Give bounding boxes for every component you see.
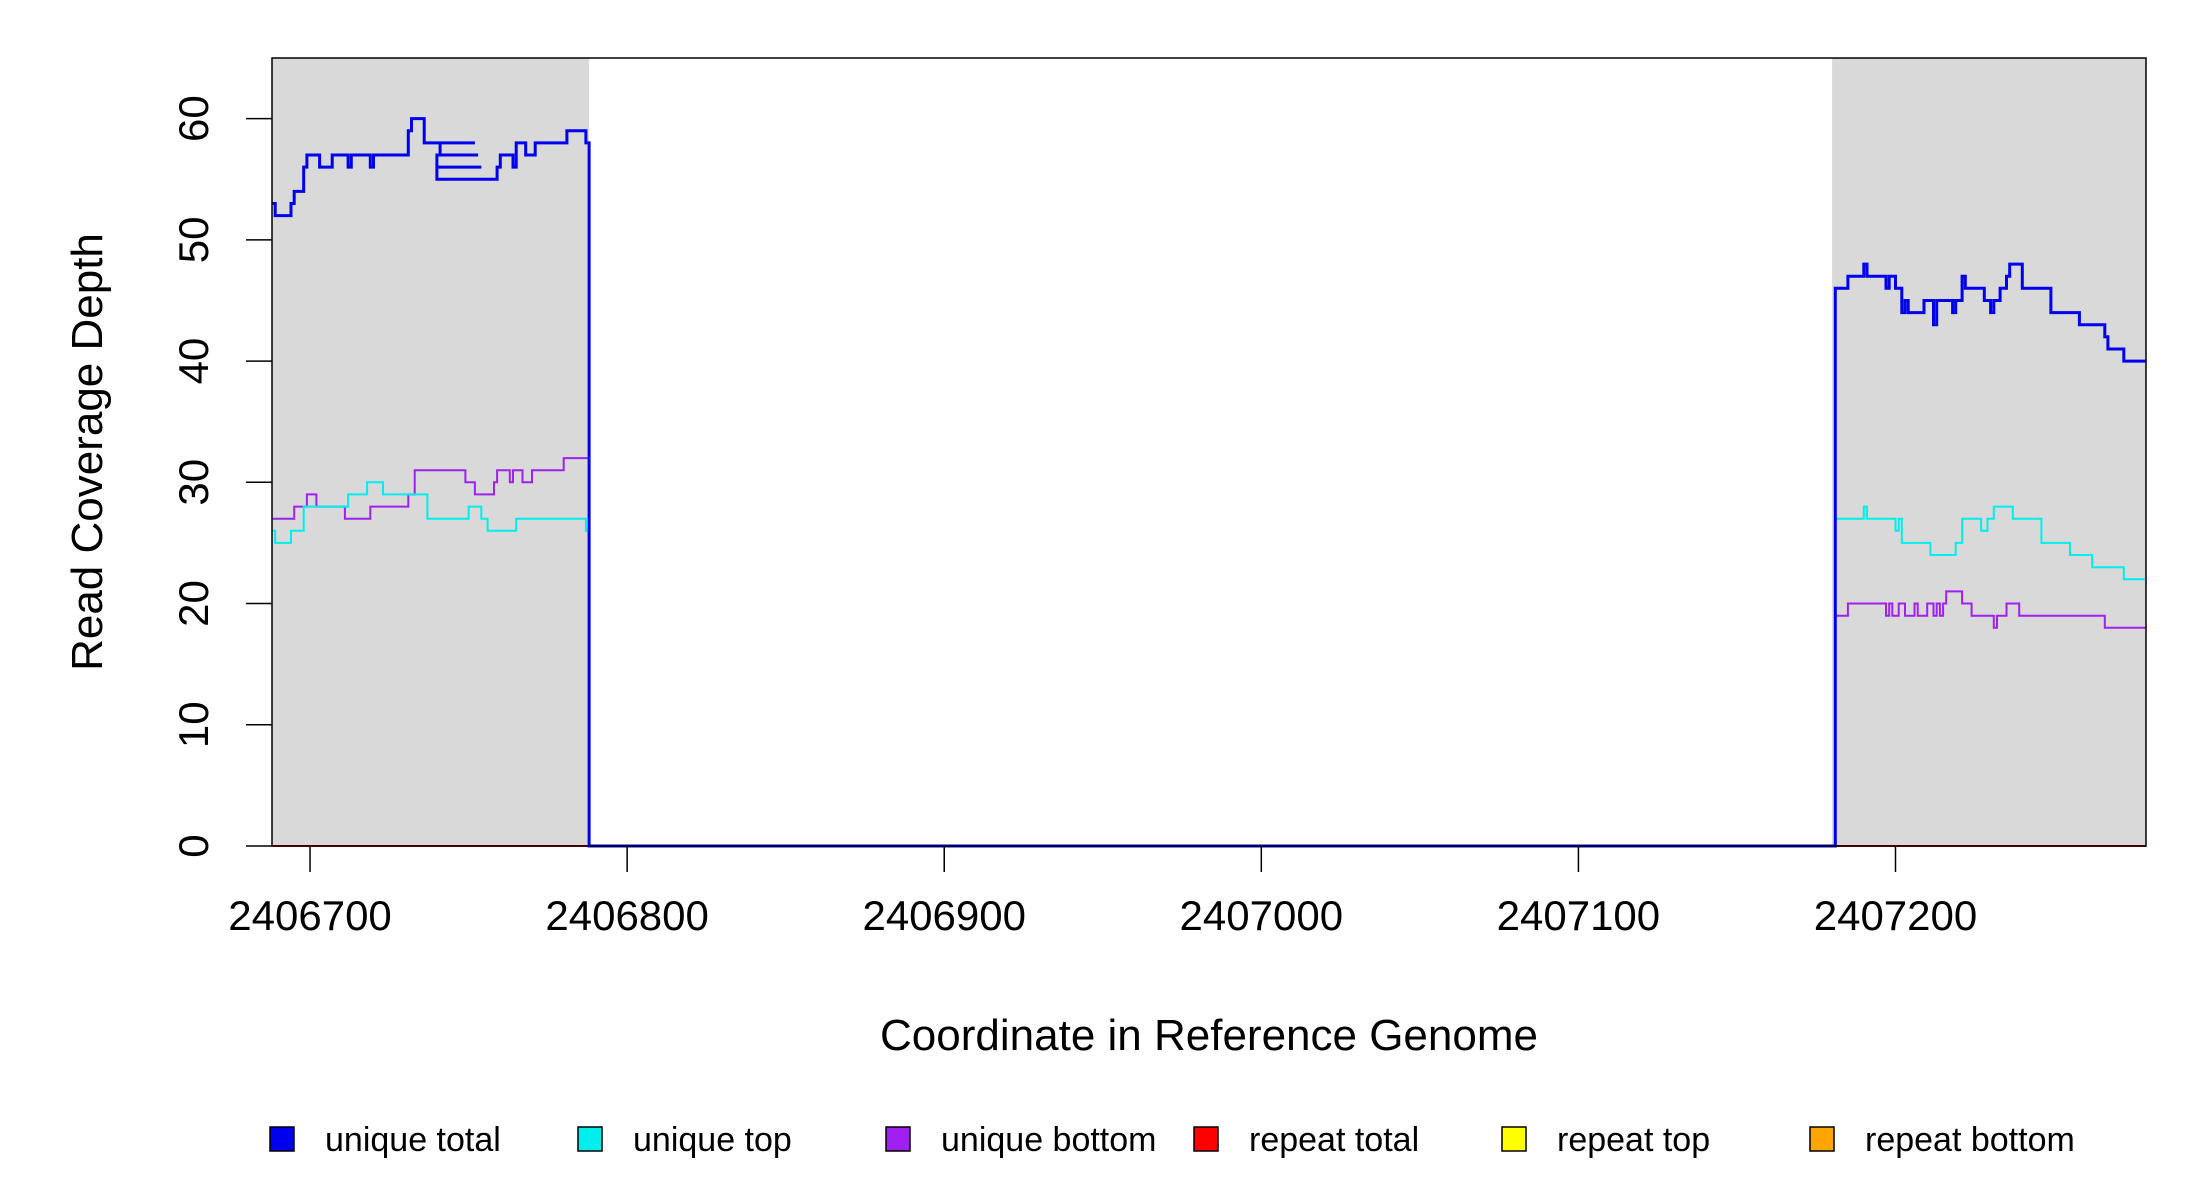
legend: unique total unique top unique bottom repea… <box>269 1121 2075 1159</box>
y-tick-label: 10 <box>170 701 217 748</box>
legend-swatch-repeat-bottom <box>1809 1126 1835 1152</box>
legend-swatch-repeat-total <box>1193 1126 1219 1152</box>
y-axis-title: Read Coverage Depth <box>63 233 112 671</box>
x-tick-label: 2406900 <box>862 892 1026 939</box>
shaded-region-0 <box>272 58 590 846</box>
legend-label-repeat-bottom: repeat bottom <box>1865 1121 2075 1159</box>
legend-label-unique-top: unique top <box>633 1121 792 1159</box>
y-tick-label: 20 <box>170 580 217 627</box>
legend-swatch-unique-bottom <box>885 1126 911 1152</box>
x-tick-label: 2407200 <box>1814 892 1978 939</box>
legend-swatch-unique-top <box>577 1126 603 1152</box>
plot-frame <box>271 57 2147 847</box>
y-tick-label: 30 <box>170 459 217 506</box>
series-line-unique-total <box>272 117 2146 848</box>
x-tick-label: 2406700 <box>228 892 392 939</box>
y-tick-label: 40 <box>170 338 217 385</box>
legend-swatch-unique-total <box>269 1126 295 1152</box>
legend-label-unique-total: unique total <box>325 1121 501 1159</box>
shaded-region-1 <box>1832 58 2146 846</box>
shaded-regions <box>272 58 2146 846</box>
x-axis: 2406700 2406800 2406900 2407000 2407100 24072… <box>228 846 1977 939</box>
legend-label-unique-bottom: unique bottom <box>941 1121 1157 1159</box>
legend-swatch-repeat-top <box>1501 1126 1527 1152</box>
x-tick-label: 2407000 <box>1180 892 1344 939</box>
y-axis: 0 10 20 30 40 50 60 <box>170 95 272 858</box>
x-axis-title: Coordinate in Reference Genome <box>880 1011 1538 1060</box>
x-tick-label: 2406800 <box>545 892 709 939</box>
y-tick-label: 0 <box>170 834 217 857</box>
series-line-unique-top <box>272 481 2146 847</box>
y-tick-label: 60 <box>170 95 217 142</box>
y-tick-label: 50 <box>170 216 217 263</box>
x-tick-label: 2407100 <box>1497 892 1661 939</box>
series-line-unique-bottom <box>272 457 2146 847</box>
legend-label-repeat-top: repeat top <box>1557 1121 1710 1159</box>
legend-label-repeat-total: repeat total <box>1249 1121 1419 1159</box>
